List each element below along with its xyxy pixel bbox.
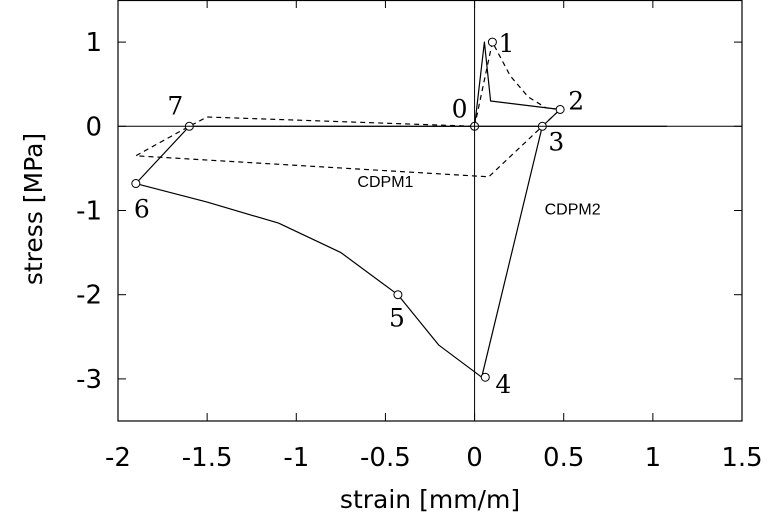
point-marker-4 — [480, 372, 490, 382]
point-label-3: 3 — [548, 127, 564, 156]
series-line-cdpm1 — [135, 41, 561, 178]
y-tick-label: -1 — [76, 197, 102, 227]
point-marker-1 — [487, 37, 497, 47]
axes-layer: -2 -1.5 -1 -0.5 0 0.5 1 1.5 -3 -2 -1 0 1 — [76, 0, 763, 473]
y-tick-label: -3 — [76, 365, 102, 395]
x-tick-label: 1.5 — [721, 443, 762, 473]
curve-label-cdpm2: CDPM2 — [545, 202, 601, 219]
x-tick-label: -2 — [105, 443, 131, 473]
y-tick-label: 1 — [85, 28, 102, 58]
y-tick-label: 0 — [85, 112, 102, 142]
point-label-7: 7 — [167, 91, 183, 120]
point-label-6: 6 — [134, 195, 150, 224]
point-label-0: 0 — [452, 94, 468, 123]
point-marker-5 — [393, 290, 403, 300]
point-marker-6 — [131, 179, 141, 189]
point-marker-2 — [555, 104, 565, 114]
x-tick-label: 1 — [645, 443, 662, 473]
point-label-1: 1 — [498, 29, 514, 58]
x-tick-label: -0.5 — [360, 443, 411, 473]
y-tick-label: -2 — [76, 281, 102, 311]
x-axis-title: strain [mm/m] — [340, 485, 520, 514]
x-tick-label: -1 — [283, 443, 309, 473]
curve-label-cdpm1: CDPM1 — [357, 174, 413, 191]
point-label-4: 4 — [495, 370, 511, 399]
x-tick-label: 0.5 — [543, 443, 584, 473]
series-line-cdpm2 — [135, 41, 668, 378]
x-tick-label: -1.5 — [182, 443, 233, 473]
point-label-5: 5 — [389, 304, 405, 333]
point-label-2: 2 — [568, 86, 584, 115]
y-axis-title: stress [MPa] — [19, 133, 48, 285]
x-tick-label: 0 — [466, 443, 483, 473]
plot-frame — [117, 0, 743, 422]
